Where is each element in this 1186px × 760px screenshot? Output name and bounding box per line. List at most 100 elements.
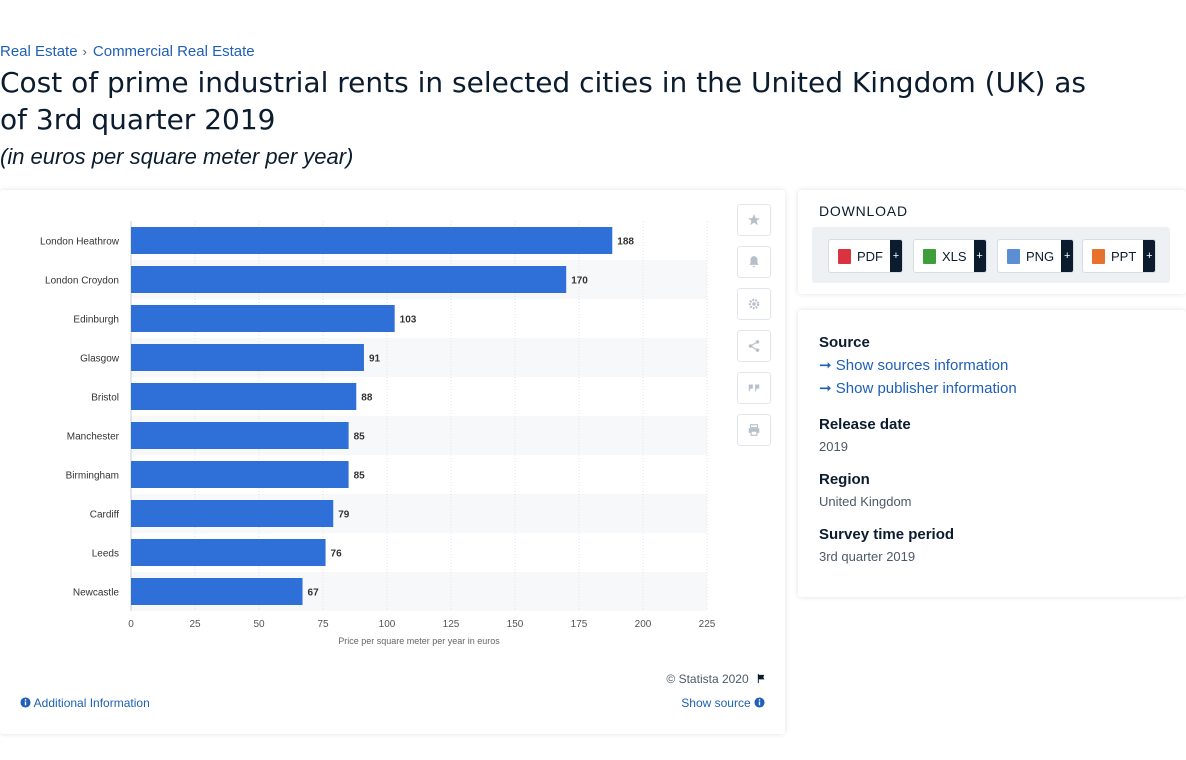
png-file-icon bbox=[1007, 248, 1020, 264]
additional-information-label: Additional Information bbox=[33, 696, 150, 710]
x-tick-label: 0 bbox=[128, 619, 134, 630]
chart-toolbar bbox=[737, 204, 773, 456]
bar[interactable] bbox=[131, 305, 395, 332]
download-pdf-label: PDF bbox=[857, 248, 883, 264]
gear-icon bbox=[748, 298, 760, 310]
survey-period-value: 3rd quarter 2019 bbox=[819, 549, 916, 564]
data-label: 188 bbox=[617, 237, 634, 248]
bell-icon bbox=[749, 256, 759, 268]
data-label: 67 bbox=[308, 588, 320, 599]
pdf-file-icon bbox=[838, 248, 851, 264]
share-button[interactable] bbox=[737, 330, 771, 362]
bar[interactable] bbox=[131, 266, 567, 293]
page-title: Cost of prime industrial rents in select… bbox=[0, 66, 1087, 136]
additional-information-link[interactable]: Additional Information bbox=[20, 696, 150, 710]
x-tick-label: 100 bbox=[379, 619, 396, 630]
info-circle-icon bbox=[754, 697, 765, 708]
bar[interactable] bbox=[131, 383, 357, 410]
download-ppt-button[interactable]: PPT + bbox=[1082, 239, 1157, 273]
category-label: Cardiff bbox=[90, 510, 119, 521]
x-tick-label: 25 bbox=[189, 619, 201, 630]
release-date-heading: Release date bbox=[819, 416, 911, 433]
arrow-right-icon: ➞ bbox=[819, 380, 832, 397]
quote-icon bbox=[748, 384, 760, 392]
bar[interactable] bbox=[131, 227, 613, 254]
show-sources-link[interactable]: ➞ Show sources information bbox=[819, 356, 1017, 374]
show-source-link[interactable]: Show source bbox=[681, 696, 765, 710]
bar[interactable] bbox=[131, 344, 364, 371]
plus-icon: + bbox=[973, 240, 986, 272]
data-label: 91 bbox=[369, 354, 381, 365]
x-tick-label: 150 bbox=[507, 619, 524, 630]
breadcrumb-commercial-real-estate[interactable]: Commercial Real Estate bbox=[92, 43, 255, 60]
print-icon bbox=[748, 424, 760, 436]
x-axis-label: Price per square meter per year in euros bbox=[338, 636, 500, 646]
bar[interactable] bbox=[131, 500, 334, 527]
download-ppt-label: PPT bbox=[1111, 248, 1137, 264]
download-xls-button[interactable]: XLS + bbox=[913, 239, 987, 273]
bar[interactable] bbox=[131, 578, 303, 605]
category-label: Leeds bbox=[92, 549, 119, 560]
region-section: Region United Kingdom bbox=[819, 471, 912, 509]
region-value: United Kingdom bbox=[819, 494, 912, 509]
bar[interactable] bbox=[131, 422, 349, 449]
breadcrumb-separator: › bbox=[82, 44, 87, 59]
category-label: Bristol bbox=[91, 393, 119, 404]
arrow-right-icon: ➞ bbox=[819, 357, 832, 374]
print-button[interactable] bbox=[737, 414, 771, 446]
download-bar: PDF + XLS + PNG + PPT + bbox=[812, 227, 1170, 283]
category-label: Birmingham bbox=[66, 471, 119, 482]
copyright-label: © Statista 2020 bbox=[666, 672, 749, 686]
copyright-text: © Statista 2020 bbox=[666, 672, 767, 686]
flag-icon[interactable] bbox=[756, 673, 767, 684]
breadcrumb: Real Estate › Commercial Real Estate bbox=[0, 43, 255, 60]
bar[interactable] bbox=[131, 461, 349, 488]
category-label: Edinburgh bbox=[73, 315, 119, 326]
breadcrumb-real-estate[interactable]: Real Estate bbox=[0, 43, 78, 60]
cite-button[interactable] bbox=[737, 372, 771, 404]
settings-button[interactable] bbox=[737, 288, 771, 320]
data-label: 79 bbox=[338, 510, 350, 521]
download-panel: DOWNLOAD PDF + XLS + PNG + PPT + bbox=[798, 190, 1186, 294]
data-label: 85 bbox=[354, 432, 366, 443]
statistic-info-panel: Source ➞ Show sources information ➞ Show… bbox=[798, 310, 1186, 597]
bar[interactable] bbox=[131, 539, 326, 566]
data-label: 76 bbox=[331, 549, 343, 560]
download-xls-label: XLS bbox=[942, 248, 967, 264]
x-tick-label: 225 bbox=[699, 619, 716, 630]
release-date-section: Release date 2019 bbox=[819, 416, 911, 454]
download-pdf-button[interactable]: PDF + bbox=[828, 239, 903, 273]
category-label: Glasgow bbox=[80, 354, 120, 365]
share-icon bbox=[748, 340, 760, 352]
survey-period-section: Survey time period 3rd quarter 2019 bbox=[819, 526, 954, 564]
x-tick-label: 200 bbox=[635, 619, 652, 630]
category-label: London Heathrow bbox=[40, 237, 120, 248]
data-label: 170 bbox=[571, 276, 588, 287]
show-sources-label: Show sources information bbox=[835, 357, 1009, 374]
x-tick-label: 50 bbox=[253, 619, 265, 630]
favorite-button[interactable] bbox=[737, 204, 771, 236]
show-source-label: Show source bbox=[681, 696, 751, 710]
category-label: Newcastle bbox=[73, 588, 120, 599]
info-circle-icon bbox=[20, 697, 31, 708]
plus-icon: + bbox=[1061, 240, 1074, 272]
notification-button[interactable] bbox=[737, 246, 771, 278]
download-png-button[interactable]: PNG + bbox=[997, 239, 1075, 273]
data-label: 85 bbox=[354, 471, 366, 482]
category-label: Manchester bbox=[67, 432, 120, 443]
release-date-value: 2019 bbox=[819, 439, 848, 454]
show-publisher-label: Show publisher information bbox=[835, 380, 1017, 397]
plus-icon: + bbox=[890, 240, 902, 272]
source-section: Source ➞ Show sources information ➞ Show… bbox=[819, 334, 1017, 397]
show-publisher-link[interactable]: ➞ Show publisher information bbox=[819, 379, 1017, 397]
download-png-label: PNG bbox=[1026, 248, 1055, 264]
x-tick-label: 75 bbox=[317, 619, 329, 630]
x-tick-label: 125 bbox=[443, 619, 460, 630]
category-label: London Croydon bbox=[45, 276, 119, 287]
x-tick-label: 175 bbox=[571, 619, 588, 630]
star-icon bbox=[748, 214, 760, 226]
download-heading: DOWNLOAD bbox=[819, 203, 908, 219]
bar-chart: 188 London Heathrow 170 London Croydon 103 Ed… bbox=[40, 221, 716, 646]
source-heading: Source bbox=[819, 334, 870, 351]
data-label: 88 bbox=[361, 393, 373, 404]
